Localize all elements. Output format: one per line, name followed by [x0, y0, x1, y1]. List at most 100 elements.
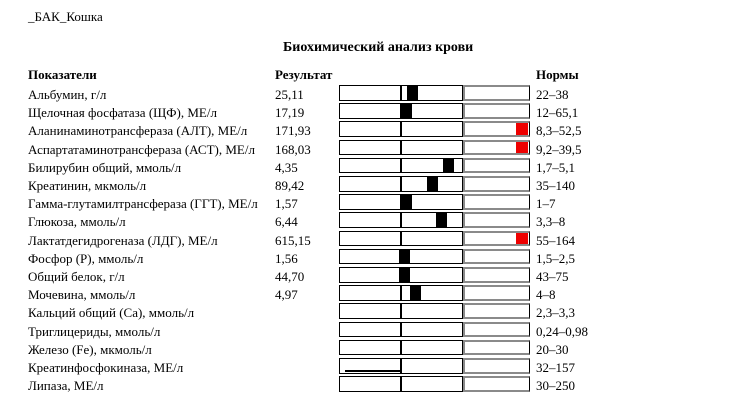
norm-range: 22–38	[536, 87, 569, 102]
result-value: 1,56	[275, 250, 298, 266]
indicator-label: Общий белок, г/л	[28, 269, 125, 284]
result-value: 44,70	[275, 269, 305, 284]
result-value: 171,93	[275, 123, 311, 139]
norm-range: 32–157	[536, 360, 575, 375]
table-row: Липаза, МЕ/л 30–250	[0, 376, 755, 395]
indicator-label: Железо (Fe), мкмоль/л	[28, 341, 152, 357]
table-row: Гамма-глутамилтрансфераза (ГГТ), МЕ/л 1,5…	[0, 194, 755, 213]
range-bar-divider	[400, 176, 402, 192]
range-bar	[339, 267, 530, 283]
result-value: 615,15	[275, 232, 311, 248]
result-marker-normal	[436, 212, 448, 228]
range-bar-overflow-segment	[463, 157, 530, 174]
norm-range: 20–30	[536, 341, 569, 357]
result-value: 1,57	[275, 196, 298, 212]
indicator-label: Щелочная фосфатаза (ЩФ), МЕ/л	[28, 105, 217, 121]
indicator-label: Мочевина, ммоль/л	[28, 287, 136, 303]
range-bar	[339, 285, 530, 301]
range-bar-divider	[400, 212, 402, 228]
table-row: Железо (Fe), мкмоль/л 20–30	[0, 339, 755, 359]
indicator-label: Кальций общий (Ca), ммоль/л	[28, 305, 195, 321]
result-value: 4,97	[275, 287, 298, 303]
range-bar-divider	[400, 376, 402, 392]
indicator-label: Альбумин, г/л	[28, 87, 107, 102]
table-row: Билирубин общий, ммоль/л 4,35 1,7–5,1	[0, 157, 755, 177]
norm-range: 43–75	[536, 269, 569, 284]
result-value: 6,44	[275, 214, 298, 230]
result-marker-out-of-range	[516, 141, 528, 154]
indicator-label: Фосфор (P), ммоль/л	[28, 250, 144, 266]
range-bar-divider	[400, 121, 402, 137]
indicator-label: Креатинфосфокиназа, МЕ/л	[28, 360, 184, 375]
range-bar-overflow-segment	[463, 230, 530, 247]
result-value: 89,42	[275, 178, 305, 193]
column-header-indicators: Показатели	[28, 67, 97, 82]
column-header-result: Результат	[275, 67, 333, 82]
result-value: 168,03	[275, 141, 311, 157]
norm-range: 9,2–39,5	[536, 141, 582, 157]
indicator-label: Гамма-глутамилтрансфераза (ГГТ), МЕ/л	[28, 196, 258, 212]
range-bar-overflow-segment	[463, 121, 530, 137]
range-bar	[339, 194, 530, 210]
range-bar-divider	[400, 139, 402, 156]
result-marker-normal	[401, 194, 413, 210]
result-value: 17,19	[275, 105, 305, 121]
norm-range: 30–250	[536, 378, 575, 394]
range-bar-overflow-segment	[463, 376, 530, 392]
range-bar-divider	[400, 321, 402, 338]
indicator-label: Глюкоза, ммоль/л	[28, 214, 126, 230]
range-bar-overflow-segment	[463, 303, 530, 319]
table-row: Триглицериды, ммоль/л 0,24–0,98	[0, 321, 755, 341]
range-bar-divider	[400, 230, 402, 247]
range-bar-overflow-segment	[463, 285, 530, 301]
norm-range: 4–8	[536, 287, 556, 303]
document-filename: _БАК_Кошка	[28, 9, 103, 24]
table-row: Мочевина, ммоль/л 4,97 4–8	[0, 285, 755, 304]
range-bar	[339, 121, 530, 137]
range-bar-divider	[400, 339, 402, 356]
result-marker-out-of-range	[516, 123, 528, 135]
norm-range: 0,24–0,98	[536, 323, 588, 339]
table-row: Альбумин, г/л 25,11 22–38	[0, 85, 755, 104]
range-bar-divider	[400, 303, 402, 319]
range-bar-divider	[400, 194, 402, 210]
table-row: Глюкоза, ммоль/л 6,44 3,3–8	[0, 212, 755, 231]
range-bar	[339, 358, 530, 374]
table-row: Фосфор (P), ммоль/л 1,56 1,5–2,5	[0, 248, 755, 268]
range-bar-overflow-segment	[463, 103, 530, 119]
range-bar-divider	[400, 85, 402, 101]
result-value: 4,35	[275, 159, 298, 175]
range-bar-divider	[400, 157, 402, 174]
range-bar-overflow-segment	[463, 358, 530, 374]
range-bar-overflow-segment	[463, 139, 530, 156]
range-bar	[339, 157, 530, 174]
report-title: Биохимический анализ крови	[283, 40, 474, 55]
result-marker-out-of-range	[516, 232, 528, 245]
result-marker-normal	[398, 267, 410, 283]
indicator-label: Креатинин, мкмоль/л	[28, 178, 147, 193]
range-bar	[339, 139, 530, 156]
range-bar-overflow-segment	[463, 85, 530, 101]
norm-range: 35–140	[536, 178, 575, 193]
result-marker-normal	[410, 285, 422, 301]
indicator-label: Липаза, МЕ/л	[28, 378, 104, 394]
norm-range: 3,3–8	[536, 214, 566, 230]
range-bar-divider	[400, 285, 402, 301]
result-value: 25,11	[275, 87, 304, 102]
empty-result-underline	[345, 370, 401, 372]
range-bar-divider	[400, 358, 402, 374]
norm-range: 1,5–2,5	[536, 250, 575, 266]
result-marker-normal	[427, 176, 439, 192]
range-bar	[339, 230, 530, 247]
range-bar-overflow-segment	[463, 212, 530, 228]
range-bar-overflow-segment	[463, 267, 530, 283]
column-header-norms: Нормы	[536, 67, 579, 82]
norm-range: 2,3–3,3	[536, 305, 575, 321]
range-bar	[339, 321, 530, 338]
range-bar-overflow-segment	[463, 248, 530, 265]
result-marker-normal	[399, 248, 411, 265]
range-bar-overflow-segment	[463, 339, 530, 356]
range-bar	[339, 176, 530, 192]
range-bar-overflow-segment	[463, 321, 530, 338]
